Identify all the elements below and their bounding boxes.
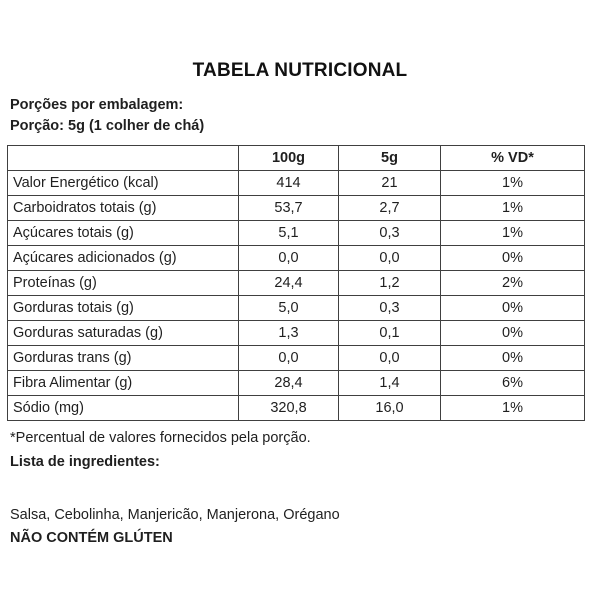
row-label: Gorduras saturadas (g) [7, 320, 239, 346]
value-vd: 1% [440, 395, 585, 421]
value-100g: 5,1 [238, 220, 339, 246]
value-vd: 1% [440, 170, 585, 196]
value-vd: 6% [440, 370, 585, 396]
portion-info: Porções por embalagem: Porção: 5g (1 col… [0, 95, 600, 137]
value-5g: 0,1 [338, 320, 441, 346]
row-label: Gorduras totais (g) [7, 295, 239, 321]
header-empty-cell [7, 145, 239, 171]
value-100g: 1,3 [238, 320, 339, 346]
row-label: Açúcares totais (g) [7, 220, 239, 246]
value-5g: 0,3 [338, 295, 441, 321]
value-5g: 0,3 [338, 220, 441, 246]
value-vd: 2% [440, 270, 585, 296]
value-5g: 2,7 [338, 195, 441, 221]
value-5g: 21 [338, 170, 441, 196]
table-header-row: 100g 5g % VD* [7, 145, 585, 171]
value-vd: 0% [440, 345, 585, 371]
header-100g: 100g [238, 145, 339, 171]
page-title: TABELA NUTRICIONAL [192, 60, 408, 81]
row-label: Gorduras trans (g) [7, 345, 239, 371]
value-5g: 1,2 [338, 270, 441, 296]
value-100g: 24,4 [238, 270, 339, 296]
table-row: Fibra Alimentar (g) 28,4 1,4 6% [7, 370, 585, 396]
value-100g: 53,7 [238, 195, 339, 221]
ingredients-heading: Lista de ingredientes: [10, 454, 160, 470]
value-5g: 1,4 [338, 370, 441, 396]
table-row: Valor Energético (kcal) 414 21 1% [7, 170, 585, 196]
value-5g: 0,0 [338, 345, 441, 371]
ingredients-list: Salsa, Cebolinha, Manjericão, Manjerona,… [10, 507, 340, 523]
value-5g: 0,0 [338, 245, 441, 271]
value-100g: 0,0 [238, 245, 339, 271]
row-label: Valor Energético (kcal) [7, 170, 239, 196]
value-vd: 1% [440, 195, 585, 221]
value-100g: 5,0 [238, 295, 339, 321]
value-100g: 28,4 [238, 370, 339, 396]
header-percent-vd: % VD* [440, 145, 585, 171]
table-row: Açúcares totais (g) 5,1 0,3 1% [7, 220, 585, 246]
portion-line: Porção: 5g (1 colher de chá) [10, 118, 205, 134]
value-100g: 320,8 [238, 395, 339, 421]
header-5g: 5g [338, 145, 441, 171]
row-label: Carboidratos totais (g) [7, 195, 239, 221]
gluten-notice: NÃO CONTÉM GLÚTEN [10, 530, 173, 546]
row-label: Fibra Alimentar (g) [7, 370, 239, 396]
table-row: Sódio (mg) 320,8 16,0 1% [7, 395, 585, 421]
table-row: Proteínas (g) 24,4 1,2 2% [7, 270, 585, 296]
table-row: Carboidratos totais (g) 53,7 2,7 1% [7, 195, 585, 221]
value-vd: 0% [440, 295, 585, 321]
servings-line: Porções por embalagem: [10, 97, 184, 113]
value-vd: 0% [440, 245, 585, 271]
nutrition-table: 100g 5g % VD* Valor Energético (kcal) 41… [7, 145, 585, 421]
footnote: *Percentual de valores fornecidos pela p… [10, 430, 311, 446]
table-row: Açúcares adicionados (g) 0,0 0,0 0% [7, 245, 585, 271]
table-row: Gorduras saturadas (g) 1,3 0,1 0% [7, 320, 585, 346]
value-vd: 0% [440, 320, 585, 346]
row-label: Sódio (mg) [7, 395, 239, 421]
value-5g: 16,0 [338, 395, 441, 421]
row-label: Açúcares adicionados (g) [7, 245, 239, 271]
table-row: Gorduras trans (g) 0,0 0,0 0% [7, 345, 585, 371]
value-100g: 0,0 [238, 345, 339, 371]
table-row: Gorduras totais (g) 5,0 0,3 0% [7, 295, 585, 321]
value-vd: 1% [440, 220, 585, 246]
value-100g: 414 [238, 170, 339, 196]
row-label: Proteínas (g) [7, 270, 239, 296]
